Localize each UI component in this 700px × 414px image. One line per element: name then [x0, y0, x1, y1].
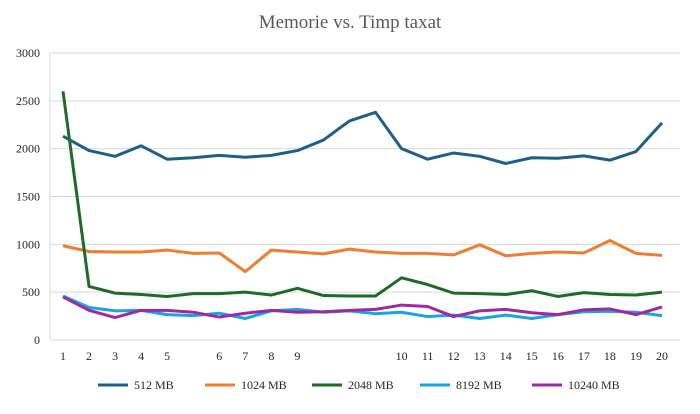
y-tick-label: 3000 [16, 46, 40, 60]
x-tick-label: 4 [138, 349, 144, 363]
legend-label: 2048 MB [348, 378, 394, 392]
y-tick-label: 500 [22, 285, 40, 299]
x-tick-label: 8 [268, 349, 274, 363]
y-tick-label: 1500 [16, 190, 40, 204]
y-tick-label: 0 [34, 333, 40, 347]
legend-label: 10240 MB [568, 378, 620, 392]
x-tick-label: 3 [112, 349, 118, 363]
x-tick-label: 19 [630, 349, 642, 363]
x-tick-label: 9 [294, 349, 300, 363]
series-lines [63, 91, 662, 318]
x-tick-label: 18 [604, 349, 616, 363]
y-tick-label: 2500 [16, 94, 40, 108]
x-tick-label: 15 [526, 349, 538, 363]
y-tick-label: 2000 [16, 142, 40, 156]
legend: 512 MB 1024 MB 2048 MB 8192 MB 10240 MB [98, 378, 620, 392]
x-tick-label: 20 [656, 349, 668, 363]
x-tick-label: 11 [422, 349, 434, 363]
x-tick-label: 14 [500, 349, 512, 363]
x-tick-label: 6 [216, 349, 222, 363]
series-line-512-mb [63, 112, 662, 163]
x-tick-label: 2 [86, 349, 92, 363]
x-tick-label: 10 [396, 349, 408, 363]
x-tick-label: 12 [448, 349, 460, 363]
x-tick-label: 1 [60, 349, 66, 363]
legend-label: 1024 MB [241, 378, 287, 392]
x-tick-label: 17 [578, 349, 590, 363]
series-line-1024-mb [63, 241, 662, 272]
chart-title: Memorie vs. Timp taxat [259, 12, 442, 33]
series-line-2048-mb [63, 91, 662, 296]
x-tick-label: 7 [242, 349, 248, 363]
legend-label: 512 MB [134, 378, 174, 392]
legend-label: 8192 MB [456, 378, 502, 392]
x-tick-label: 13 [474, 349, 486, 363]
x-tick-label: 16 [552, 349, 564, 363]
series-line-8192-mb [63, 296, 662, 318]
x-tick-label: 5 [164, 349, 170, 363]
y-tick-label: 1000 [16, 237, 40, 251]
y-axis-ticks: 0 500 1000 1500 2000 2500 3000 [16, 46, 40, 347]
